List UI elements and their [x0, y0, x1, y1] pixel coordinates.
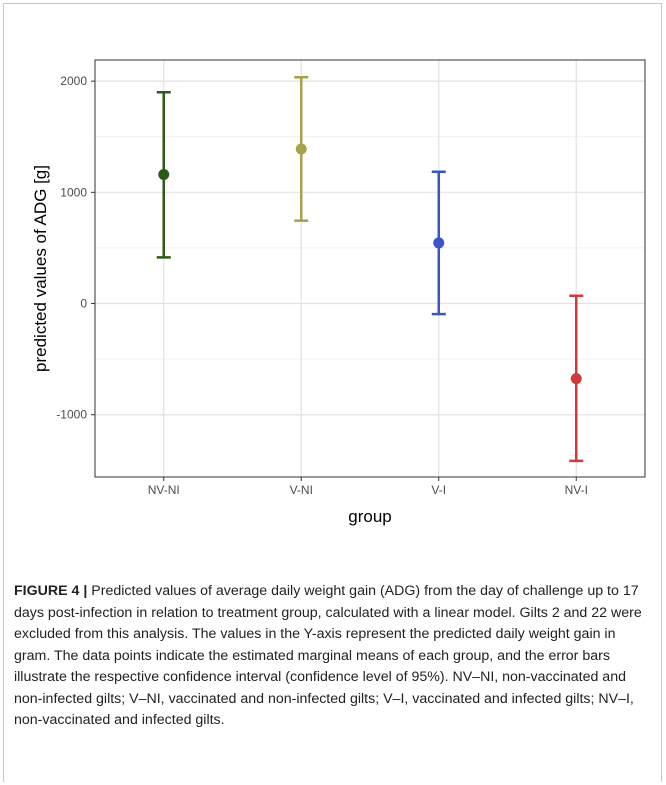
data-point-nv-ni [158, 169, 170, 181]
x-tick-label: V-I [431, 483, 446, 497]
figure-caption: FIGURE 4 | Predicted values of average d… [14, 581, 652, 732]
data-point-nv-i [570, 373, 582, 385]
figure-frame [3, 3, 662, 782]
data-point-v-ni [295, 143, 307, 155]
grid [95, 60, 645, 477]
panel-border [94, 59, 646, 478]
x-tick-label: NV-I [565, 483, 588, 497]
y-tick-label: 0 [80, 297, 87, 311]
y-tick-label: -1000 [56, 408, 87, 422]
x-axis: NV-NI V-NI V-I NV-I [148, 477, 588, 497]
y-axis-title: predicted values of ADG [g] [31, 165, 50, 372]
data-point-v-i [433, 237, 445, 249]
chart: -1000 0 1000 2000 NV-NI V-NI V-I NV-I group pr… [31, 59, 646, 526]
data-marks [156, 75, 584, 463]
y-tick-label: 2000 [60, 74, 87, 88]
caption-text: Predicted values of average daily weight… [14, 583, 642, 728]
y-axis: -1000 0 1000 2000 [56, 74, 95, 422]
x-tick-label: NV-NI [148, 483, 180, 497]
x-tick-label: V-NI [290, 483, 313, 497]
y-tick-label: 1000 [60, 185, 87, 199]
x-axis-title: group [348, 507, 391, 526]
caption-label: FIGURE 4 | [14, 583, 88, 599]
